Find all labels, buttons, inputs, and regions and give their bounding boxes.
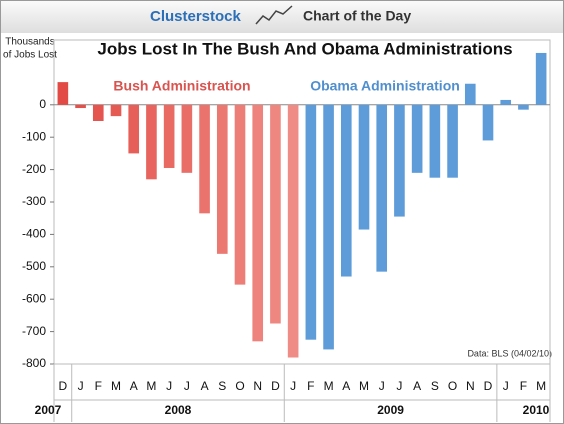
bar xyxy=(128,104,140,154)
x-tick-label: J xyxy=(503,379,509,393)
x-tick-label: A xyxy=(201,379,209,393)
y-label: of Jobs Lost xyxy=(3,50,57,61)
bar xyxy=(464,83,476,105)
x-tick-label: J xyxy=(78,379,84,393)
bar xyxy=(163,104,175,168)
bar xyxy=(358,104,370,230)
bar xyxy=(394,104,405,217)
x-tick-label: M xyxy=(324,379,334,393)
year-label: 2007 xyxy=(35,403,62,417)
bar xyxy=(75,104,86,109)
x-tick-label: M xyxy=(536,379,546,393)
annotation: Obama Administration xyxy=(310,78,460,94)
bar xyxy=(518,104,529,110)
year-label: 2008 xyxy=(165,403,192,417)
source: Data: BLS (04/02/10) xyxy=(467,348,552,358)
year-label: 2009 xyxy=(377,403,404,417)
x-tick-label: J xyxy=(396,379,402,393)
x-tick-label: N xyxy=(466,379,475,393)
y-tick-label: -500 xyxy=(22,259,46,273)
bar xyxy=(199,104,210,214)
y-tick-label: -200 xyxy=(22,162,46,176)
y-tick-label: -100 xyxy=(22,129,46,143)
y-tick-label: -400 xyxy=(22,227,46,241)
year-label: 2010 xyxy=(523,403,550,417)
header-band xyxy=(1,1,563,33)
bar xyxy=(57,82,69,105)
x-tick-label: M xyxy=(359,379,369,393)
y-label: Thousands xyxy=(5,37,54,48)
y-tick-label: -600 xyxy=(22,291,46,305)
bar xyxy=(500,99,512,105)
x-tick-label: S xyxy=(218,379,226,393)
x-tick-label: D xyxy=(271,379,280,393)
x-tick-label: D xyxy=(484,379,493,393)
bar xyxy=(181,104,193,173)
bar xyxy=(376,104,388,272)
bar xyxy=(411,104,423,173)
y-tick-label: -800 xyxy=(22,356,46,370)
x-tick-label: M xyxy=(146,379,156,393)
bar xyxy=(216,104,228,254)
x-tick-label: M xyxy=(111,379,121,393)
bar xyxy=(429,104,441,178)
y-tick-label: -300 xyxy=(22,194,46,208)
x-tick-label: F xyxy=(520,379,527,393)
bar xyxy=(447,104,458,178)
x-tick-label: O xyxy=(448,379,457,393)
bar xyxy=(323,104,334,350)
bar xyxy=(252,104,264,342)
bar xyxy=(146,104,157,180)
x-tick-label: F xyxy=(95,379,102,393)
annotation: Bush Administration xyxy=(113,78,250,94)
bar xyxy=(535,52,547,105)
x-tick-label: J xyxy=(166,379,172,393)
x-tick-label: S xyxy=(431,379,439,393)
bar xyxy=(234,104,246,285)
x-tick-label: A xyxy=(413,379,421,393)
logo-icon xyxy=(255,5,293,25)
x-tick-label: J xyxy=(379,379,385,393)
x-tick-label: F xyxy=(307,379,314,393)
bar xyxy=(305,104,317,340)
brand: Clusterstock xyxy=(150,8,242,25)
chart-title: Jobs Lost In The Bush And Obama Administ… xyxy=(97,39,512,58)
y-tick-label: -700 xyxy=(22,324,46,338)
x-tick-label: N xyxy=(253,379,262,393)
bar xyxy=(110,104,122,117)
bar xyxy=(482,104,494,141)
x-tick-label: A xyxy=(130,379,138,393)
x-tick-label: J xyxy=(290,379,296,393)
x-tick-label: A xyxy=(342,379,350,393)
tagline: Chart of the Day xyxy=(303,8,411,24)
bar xyxy=(287,104,299,358)
bar xyxy=(270,104,281,324)
x-tick-label: J xyxy=(184,379,190,393)
bar xyxy=(340,104,352,277)
x-tick-label: D xyxy=(59,379,68,393)
y-tick-label: 0 xyxy=(39,97,46,111)
bar xyxy=(92,104,104,121)
x-tick-label: O xyxy=(235,379,244,393)
